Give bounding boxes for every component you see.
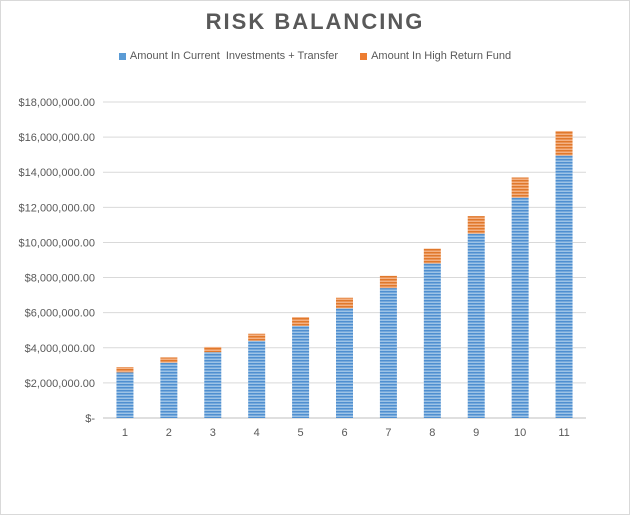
x-tick-label: 10 (514, 427, 526, 439)
legend-swatch-current (118, 52, 126, 60)
bar-current-investments (248, 340, 266, 418)
x-tick-label: 4 (254, 427, 260, 439)
bar-high-return-fund (160, 357, 178, 363)
bar-high-return-fund (336, 297, 353, 309)
x-tick-label: 7 (385, 427, 391, 439)
chart-title: RISK BALANCING (205, 9, 425, 34)
bar-current-investments (379, 288, 397, 418)
bar-current-investments (160, 362, 178, 418)
y-tick-label: $6,000,000.00 (25, 308, 95, 320)
y-tick-label: $4,000,000.00 (25, 343, 95, 355)
legend: Amount In Current Investments + Transfer… (0, 50, 630, 62)
bar-high-return-fund (292, 317, 310, 326)
x-tick-label: 2 (166, 427, 172, 439)
legend-item-current: Amount In Current Investments + Transfer (118, 50, 339, 62)
bar-current-investments (336, 308, 353, 418)
x-tick-label: 8 (429, 427, 435, 439)
bar-high-return-fund (467, 216, 485, 234)
bar-current-investments (467, 233, 485, 418)
legend-label-high-return: Amount In High Return Fund (371, 50, 512, 62)
x-tick-label: 6 (341, 427, 347, 439)
y-tick-label: $14,000,000.00 (19, 167, 95, 179)
bar-high-return-fund (204, 346, 222, 353)
x-tick-label: 3 (210, 427, 216, 439)
x-tick-label: 9 (473, 427, 479, 439)
x-tick-label: 5 (298, 427, 304, 439)
bar-current-investments (292, 325, 310, 418)
bar-high-return-fund (248, 333, 266, 341)
bar-current-investments (116, 372, 134, 418)
y-tick-label: $10,000,000.00 (19, 237, 95, 249)
y-tick-label: $18,000,000.00 (19, 97, 95, 109)
bar-current-investments (204, 352, 222, 418)
bar-high-return-fund (379, 275, 397, 289)
legend-swatch-high-return (360, 52, 368, 60)
bar-current-investments (423, 263, 441, 418)
y-tick-label: $8,000,000.00 (25, 273, 95, 285)
legend-item-high-return: Amount In High Return Fund (360, 50, 511, 62)
bar-high-return-fund (423, 248, 441, 264)
legend-label-current: Amount In Current Investments + Transfer (129, 50, 339, 62)
bar-current-investments (555, 155, 573, 419)
y-tick-label: $12,000,000.00 (19, 202, 95, 214)
y-tick-label: $2,000,000.00 (25, 378, 95, 390)
bar-high-return-fund (116, 367, 134, 373)
x-tick-label: 1 (122, 427, 128, 439)
y-tick-label: $- (85, 413, 95, 425)
bar-high-return-fund (511, 177, 529, 198)
y-tick-label: $16,000,000.00 (19, 132, 95, 144)
x-tick-label: 11 (558, 427, 569, 439)
bar-high-return-fund (555, 130, 573, 156)
bar-current-investments (511, 197, 529, 418)
